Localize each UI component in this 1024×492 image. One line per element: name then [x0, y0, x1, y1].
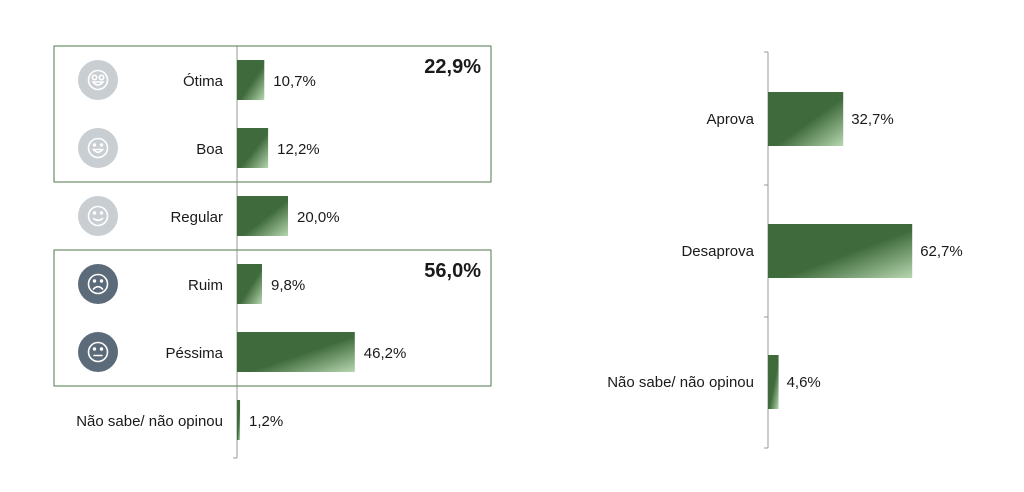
happy-face-icon	[78, 128, 118, 168]
value-label-2: 12,2%	[277, 141, 320, 158]
bar-6	[237, 400, 241, 440]
value-label-4: 9,8%	[271, 277, 305, 294]
bar-3	[237, 196, 288, 236]
neutral-smile-face-icon	[78, 196, 118, 236]
approval-value-label-3: 4,6%	[787, 374, 821, 391]
sad-face-icon	[78, 264, 118, 304]
approval-bar-2	[768, 224, 913, 278]
category-label-3: Regular	[170, 209, 223, 226]
category-label-5: Péssima	[165, 345, 223, 362]
group-box-1	[53, 45, 492, 183]
category-label-1: Ótima	[183, 73, 224, 90]
category-label-4: Ruim	[188, 277, 223, 294]
approval-value-label-2: 62,7%	[920, 243, 963, 260]
value-label-1: 10,7%	[273, 73, 316, 90]
approval-category-label-1: Aprova	[706, 111, 754, 128]
approval-category-label-3: Não sabe/ não opinou	[607, 374, 754, 391]
category-label-2: Boa	[196, 141, 223, 158]
approval-bar-3	[768, 355, 779, 409]
very-sad-face-icon	[78, 332, 118, 372]
bar-5	[237, 332, 355, 372]
group-box-2	[53, 249, 492, 387]
approval-value-label-1: 32,7%	[851, 111, 894, 128]
value-label-6: 1,2%	[249, 413, 283, 430]
approval-bar-1	[768, 92, 844, 146]
group-total-label-1: 22,9%	[424, 56, 481, 78]
very-happy-face-icon	[78, 60, 118, 100]
approval-category-label-2: Desaprova	[681, 243, 754, 260]
group-total-label-2: 56,0%	[424, 260, 481, 282]
bar-4	[237, 264, 262, 304]
value-label-5: 46,2%	[364, 345, 407, 362]
evaluation-chart: 22,9% 56,0% 10,7% Ótima 12,2% Boa 20,0% Regular…	[53, 45, 492, 459]
bar-2	[237, 128, 269, 168]
approval-chart: 32,7% Aprova 62,7% Desaprova 4,6% Não sabe/ n…	[607, 51, 963, 449]
bar-1	[237, 60, 265, 100]
category-label-6: Não sabe/ não opinou	[76, 413, 223, 430]
value-label-3: 20,0%	[297, 209, 340, 226]
